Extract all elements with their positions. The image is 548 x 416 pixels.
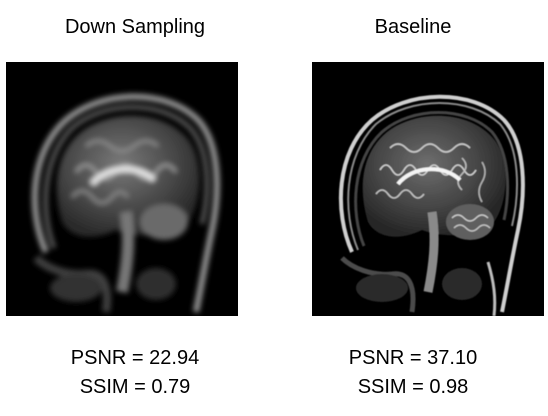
panel-down-sampling: Down Sampling	[0, 0, 270, 416]
panel-title: Baseline	[374, 16, 452, 38]
psnr-label: PSNR = 37.10	[348, 347, 478, 369]
panel-baseline: Baseline	[278, 0, 548, 416]
mri-image-down-sampling	[6, 62, 238, 316]
panel-title: Down Sampling	[64, 16, 206, 38]
ssim-label: SSIM = 0.98	[357, 376, 469, 398]
mri-image-baseline	[312, 62, 544, 316]
ssim-label: SSIM = 0.79	[79, 376, 191, 398]
psnr-label: PSNR = 22.94	[70, 347, 200, 369]
